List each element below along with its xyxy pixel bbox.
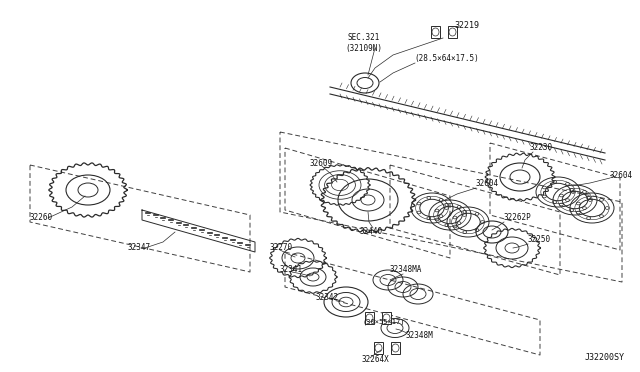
- Text: 32264X: 32264X: [362, 356, 390, 365]
- Text: 32342: 32342: [315, 292, 338, 301]
- Text: 32250: 32250: [527, 235, 550, 244]
- Text: 32230: 32230: [530, 144, 553, 153]
- Text: (32109N): (32109N): [345, 44, 382, 52]
- Text: 32347: 32347: [127, 244, 150, 253]
- Text: 32260: 32260: [30, 214, 53, 222]
- Text: J32200SY: J32200SY: [585, 353, 625, 362]
- Text: 32604: 32604: [610, 170, 633, 180]
- Text: 32348MA: 32348MA: [390, 266, 422, 275]
- Text: 32262P: 32262P: [503, 214, 531, 222]
- Bar: [374, 342, 383, 354]
- Text: 32348M: 32348M: [405, 330, 433, 340]
- Text: 32609: 32609: [310, 158, 333, 167]
- Text: 32604: 32604: [476, 179, 499, 187]
- Text: (28.5×64×17.5): (28.5×64×17.5): [414, 54, 479, 62]
- Text: SEC.321: SEC.321: [348, 33, 380, 42]
- Text: 32219: 32219: [454, 22, 479, 31]
- Bar: [365, 312, 374, 324]
- Bar: [391, 342, 400, 354]
- Text: 32270: 32270: [270, 243, 293, 251]
- Text: (30×55×17): (30×55×17): [362, 319, 404, 325]
- Bar: [448, 26, 457, 38]
- Text: 32341: 32341: [280, 266, 303, 275]
- Bar: [431, 26, 440, 38]
- Text: 32440: 32440: [360, 228, 383, 237]
- Bar: [382, 312, 391, 324]
